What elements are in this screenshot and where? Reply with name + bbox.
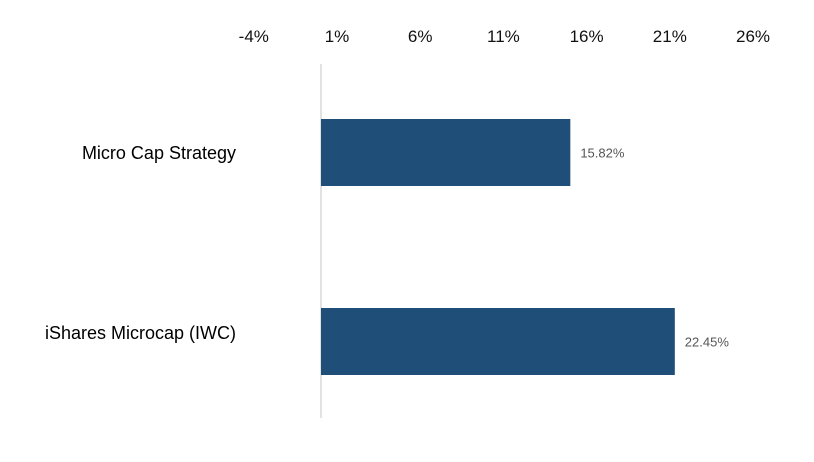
x-tick-label: 6% — [408, 27, 433, 46]
data-label: 15.82% — [580, 146, 625, 161]
bar — [321, 119, 571, 186]
category-label: Micro Cap Strategy — [82, 143, 236, 163]
bars: Micro Cap Strategy 15.82% iShares Microcap… — [45, 119, 729, 375]
data-label: 22.45% — [685, 335, 730, 350]
x-tick-label: 26% — [736, 27, 770, 46]
x-axis-tick-labels: -4% 1% 6% 11% 16% 21% 26% — [239, 27, 770, 46]
x-tick-label: 16% — [570, 27, 604, 46]
x-tick-label: 11% — [487, 27, 520, 46]
bar — [321, 308, 675, 375]
category-label: iShares Microcap (IWC) — [45, 323, 236, 343]
x-tick-label: -4% — [239, 27, 269, 46]
x-tick-label: 21% — [653, 27, 687, 46]
x-tick-label: 1% — [325, 27, 350, 46]
